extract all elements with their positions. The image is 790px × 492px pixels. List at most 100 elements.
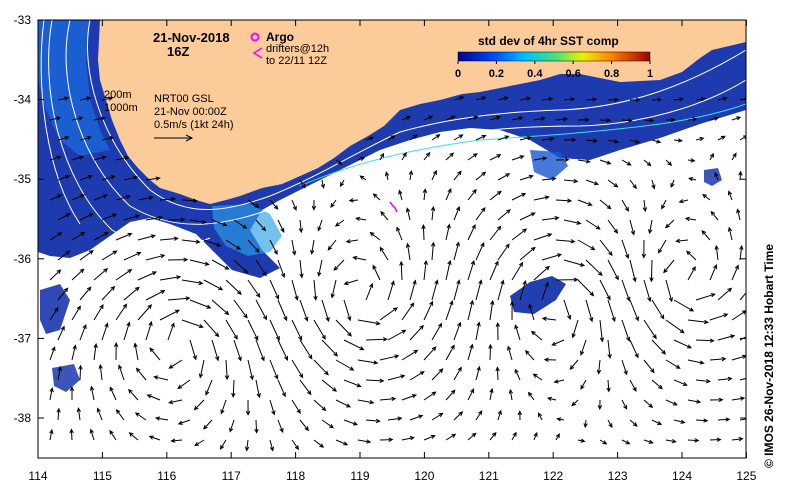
current-arrow-icon xyxy=(731,354,746,361)
current-arrow-icon xyxy=(109,386,117,401)
current-arrow-icon xyxy=(148,435,161,441)
current-arrow-icon xyxy=(49,428,54,441)
current-arrow-icon xyxy=(585,219,601,230)
current-arrow-icon xyxy=(445,115,456,121)
current-arrow-icon xyxy=(401,349,419,361)
current-arrow-icon xyxy=(128,432,139,441)
current-arrow-icon xyxy=(607,259,619,281)
current-arrow-icon xyxy=(79,323,87,341)
current-arrow-icon xyxy=(313,279,318,301)
current-arrow-icon xyxy=(101,175,116,181)
current-arrow-icon xyxy=(101,136,115,141)
current-arrow-icon xyxy=(739,377,746,381)
current-arrow-icon xyxy=(335,359,355,371)
current-arrow-icon xyxy=(343,379,362,388)
current-arrow-icon xyxy=(709,116,720,121)
current-arrow-icon xyxy=(621,439,631,445)
current-arrow-icon xyxy=(380,210,389,221)
current-arrow-icon xyxy=(585,299,594,323)
current-arrow-icon xyxy=(231,379,236,398)
current-arrow-icon xyxy=(431,368,444,381)
current-arrow-icon xyxy=(673,138,683,143)
current-arrow-icon xyxy=(101,213,118,221)
current-arrow-icon xyxy=(489,299,495,321)
current-arrow-icon xyxy=(533,156,548,161)
current-arrow-icon xyxy=(475,321,481,341)
current-arrow-icon xyxy=(57,325,65,341)
current-arrow-icon xyxy=(321,339,339,357)
current-arrow-icon xyxy=(123,214,141,221)
current-arrow-icon xyxy=(673,419,686,424)
current-arrow-icon xyxy=(365,337,388,342)
current-arrow-icon xyxy=(497,243,510,261)
current-arrow-icon xyxy=(96,407,103,421)
current-arrow-icon xyxy=(445,389,456,401)
current-arrow-icon xyxy=(508,388,514,401)
current-arrow-icon xyxy=(661,199,667,210)
current-arrow-icon xyxy=(678,199,689,204)
current-arrow-icon xyxy=(345,239,359,244)
current-arrow-icon xyxy=(115,408,125,421)
lon-tick-label: 123 xyxy=(608,469,628,483)
current-arrow-icon xyxy=(357,319,381,326)
sst-patch-east xyxy=(530,150,568,180)
current-arrow-icon xyxy=(717,334,736,341)
current-arrow-icon xyxy=(673,379,688,386)
current-arrow-icon xyxy=(687,117,698,122)
current-arrow-icon xyxy=(57,96,70,101)
current-arrow-icon xyxy=(101,96,114,101)
current-arrow-icon xyxy=(115,268,133,281)
current-arrow-icon xyxy=(423,115,434,121)
current-arrow-icon xyxy=(247,279,261,298)
current-arrow-icon xyxy=(211,259,230,270)
current-arrow-icon xyxy=(629,139,641,144)
current-arrow-icon xyxy=(137,271,158,281)
current-arrow-icon xyxy=(115,194,132,201)
current-arrow-icon xyxy=(76,407,82,421)
current-arrow-icon xyxy=(714,171,719,181)
current-arrow-icon xyxy=(621,118,633,123)
current-arrow-icon xyxy=(511,155,525,161)
current-arrow-icon xyxy=(93,194,109,201)
current-arrow-icon xyxy=(229,419,235,433)
current-arrow-icon xyxy=(189,259,210,266)
current-arrow-icon xyxy=(49,306,59,321)
current-arrow-icon xyxy=(731,116,742,121)
current-arrow-icon xyxy=(277,219,285,233)
sst-patch-sw2 xyxy=(52,364,80,392)
contour-extra-2 xyxy=(40,20,81,225)
current-arrow-icon xyxy=(596,359,602,375)
current-arrow-icon xyxy=(453,321,462,341)
current-arrow-icon xyxy=(629,379,637,393)
current-arrow-icon xyxy=(335,399,352,408)
arrow-scale-label: 0.5m/s (1kt 24h) xyxy=(154,119,233,131)
current-arrow-icon xyxy=(731,436,744,442)
current-arrow-icon xyxy=(519,136,533,141)
current-arrow-icon xyxy=(291,199,297,211)
current-arrow-icon xyxy=(709,313,729,321)
current-arrow-icon xyxy=(599,159,612,165)
current-arrow-icon xyxy=(334,219,345,227)
current-arrow-icon xyxy=(475,171,487,181)
current-arrow-icon xyxy=(159,275,182,281)
current-arrow-icon xyxy=(145,254,166,261)
current-arrow-icon xyxy=(577,239,596,251)
current-arrow-icon xyxy=(269,319,280,342)
current-arrow-icon xyxy=(519,280,527,301)
current-arrow-icon xyxy=(541,136,555,142)
drifter-symbol-icon xyxy=(252,47,263,59)
current-product-label: NRT00 GSL xyxy=(154,93,214,105)
lat-tick-label: -36 xyxy=(14,252,32,266)
sst-patch-e-small xyxy=(704,168,722,186)
current-arrow-icon xyxy=(621,279,631,302)
lon-tick-label: 124 xyxy=(672,469,692,483)
current-arrow-icon xyxy=(311,199,317,211)
current-arrow-icon xyxy=(330,199,337,209)
current-arrow-icon xyxy=(225,279,242,295)
current-arrow-icon xyxy=(673,299,695,312)
current-arrow-icon xyxy=(533,116,546,121)
current-arrow-icon xyxy=(396,226,403,241)
current-arrow-icon xyxy=(430,241,436,261)
current-arrow-icon xyxy=(348,198,359,203)
